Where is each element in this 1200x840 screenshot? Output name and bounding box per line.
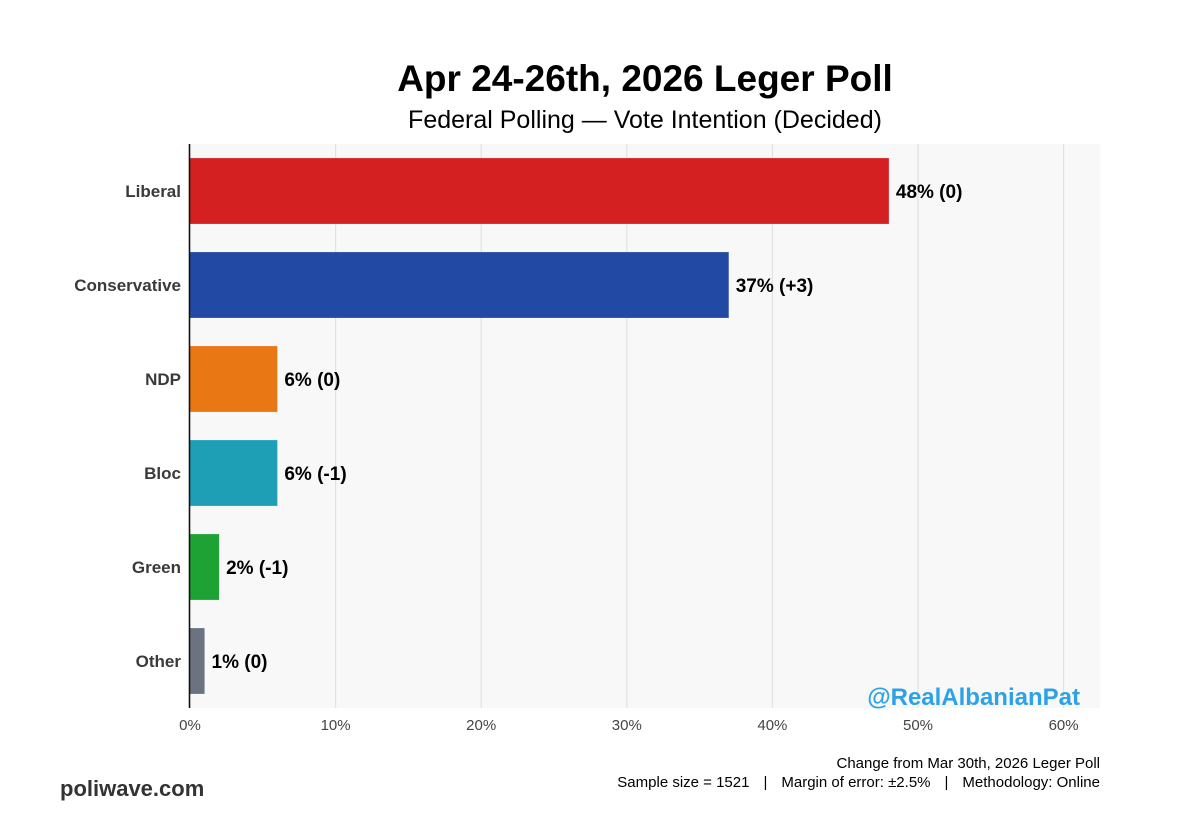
methodology: Methodology: Online bbox=[962, 774, 1100, 791]
category-label: Conservative bbox=[74, 276, 181, 295]
x-tick-label: 50% bbox=[903, 717, 933, 734]
data-label: 6% (0) bbox=[284, 370, 340, 391]
bar bbox=[190, 252, 729, 318]
bar bbox=[190, 534, 220, 600]
data-label: 2% (-1) bbox=[226, 558, 288, 579]
category-labels: Liberal Conservative NDP Bloc Green Other bbox=[74, 182, 181, 671]
plot-panel bbox=[190, 144, 1100, 708]
x-tick-label: 20% bbox=[466, 717, 496, 734]
chart-title: Apr 24-26th, 2026 Leger Poll bbox=[397, 58, 893, 99]
x-tick-label: 60% bbox=[1049, 717, 1079, 734]
footer-note: Change from Mar 30th, 2026 Leger Poll Sa… bbox=[617, 754, 1100, 792]
separator: | bbox=[944, 774, 949, 791]
x-tick-labels: 0% 10% 20% 30% 40% 50% 60% bbox=[179, 717, 1078, 734]
bar bbox=[190, 158, 889, 224]
x-tick-label: 30% bbox=[612, 717, 642, 734]
data-label: 37% (+3) bbox=[736, 276, 814, 297]
chart-subtitle: Federal Polling — Vote Intention (Decide… bbox=[408, 106, 882, 134]
margin-of-error: Margin of error: ±2.5% bbox=[781, 774, 931, 791]
data-label: 6% (-1) bbox=[284, 464, 346, 485]
watermark-handle: @RealAlbanianPat bbox=[867, 684, 1080, 711]
data-label: 48% (0) bbox=[896, 182, 963, 203]
brand-site: poliwave.com bbox=[60, 776, 205, 801]
data-labels: 48% (0) 37% (+3) 6% (0) 6% (-1) 2% (-1) 1% (0… bbox=[212, 182, 963, 673]
category-label: Bloc bbox=[144, 464, 181, 483]
sample-size: Sample size = 1521 bbox=[617, 774, 750, 791]
data-label: 1% (0) bbox=[212, 652, 268, 673]
gridlines bbox=[335, 144, 1065, 708]
bar bbox=[190, 440, 278, 506]
bar bbox=[190, 346, 278, 412]
category-label: Liberal bbox=[125, 182, 181, 201]
category-label: NDP bbox=[145, 370, 181, 389]
x-tick-label: 40% bbox=[757, 717, 787, 734]
category-label: Green bbox=[132, 558, 181, 577]
bars bbox=[190, 158, 889, 694]
change-note: Change from Mar 30th, 2026 Leger Poll bbox=[836, 755, 1101, 772]
x-tick-label: 0% bbox=[179, 717, 201, 734]
bar bbox=[190, 628, 205, 694]
poll-details: Sample size = 1521 | Margin of error: ±2.5… bbox=[617, 773, 1100, 792]
category-label: Other bbox=[136, 652, 182, 671]
separator: | bbox=[763, 774, 768, 791]
x-tick-label: 10% bbox=[321, 717, 351, 734]
